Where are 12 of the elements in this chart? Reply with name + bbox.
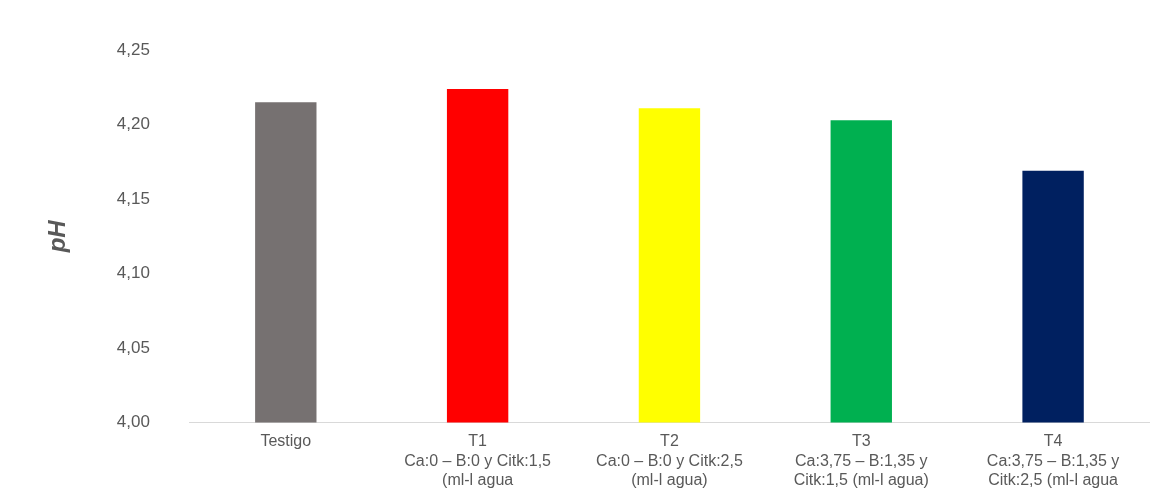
x-tick-label: T4 Ca:3,75 – B:1,35 y Citk:2,5 (ml-l agua — [986, 432, 1120, 488]
x-tick-label: T2 Ca:0 – B:0 y Citk:2,5 (ml-l agua) — [596, 432, 743, 488]
y-tick-label: 4,00 — [116, 412, 150, 432]
y-tick-label: 4,15 — [116, 188, 150, 208]
x-tick-label: T3 Ca:3,75 – B:1,35 y Citk:1,5 (ml-l agua) — [793, 432, 929, 488]
y-tick-label: 4,10 — [116, 263, 150, 283]
y-tick-label: 4,05 — [116, 337, 150, 357]
y-axis-title: pH — [43, 219, 71, 254]
y-tick-label: 4,25 — [116, 39, 150, 59]
x-tick-label: Testigo — [260, 432, 312, 450]
y-tick-label: 4,20 — [116, 114, 150, 134]
x-tick-label: T1 Ca:0 – B:0 y Citk:1,5 (ml-l agua — [404, 432, 552, 488]
